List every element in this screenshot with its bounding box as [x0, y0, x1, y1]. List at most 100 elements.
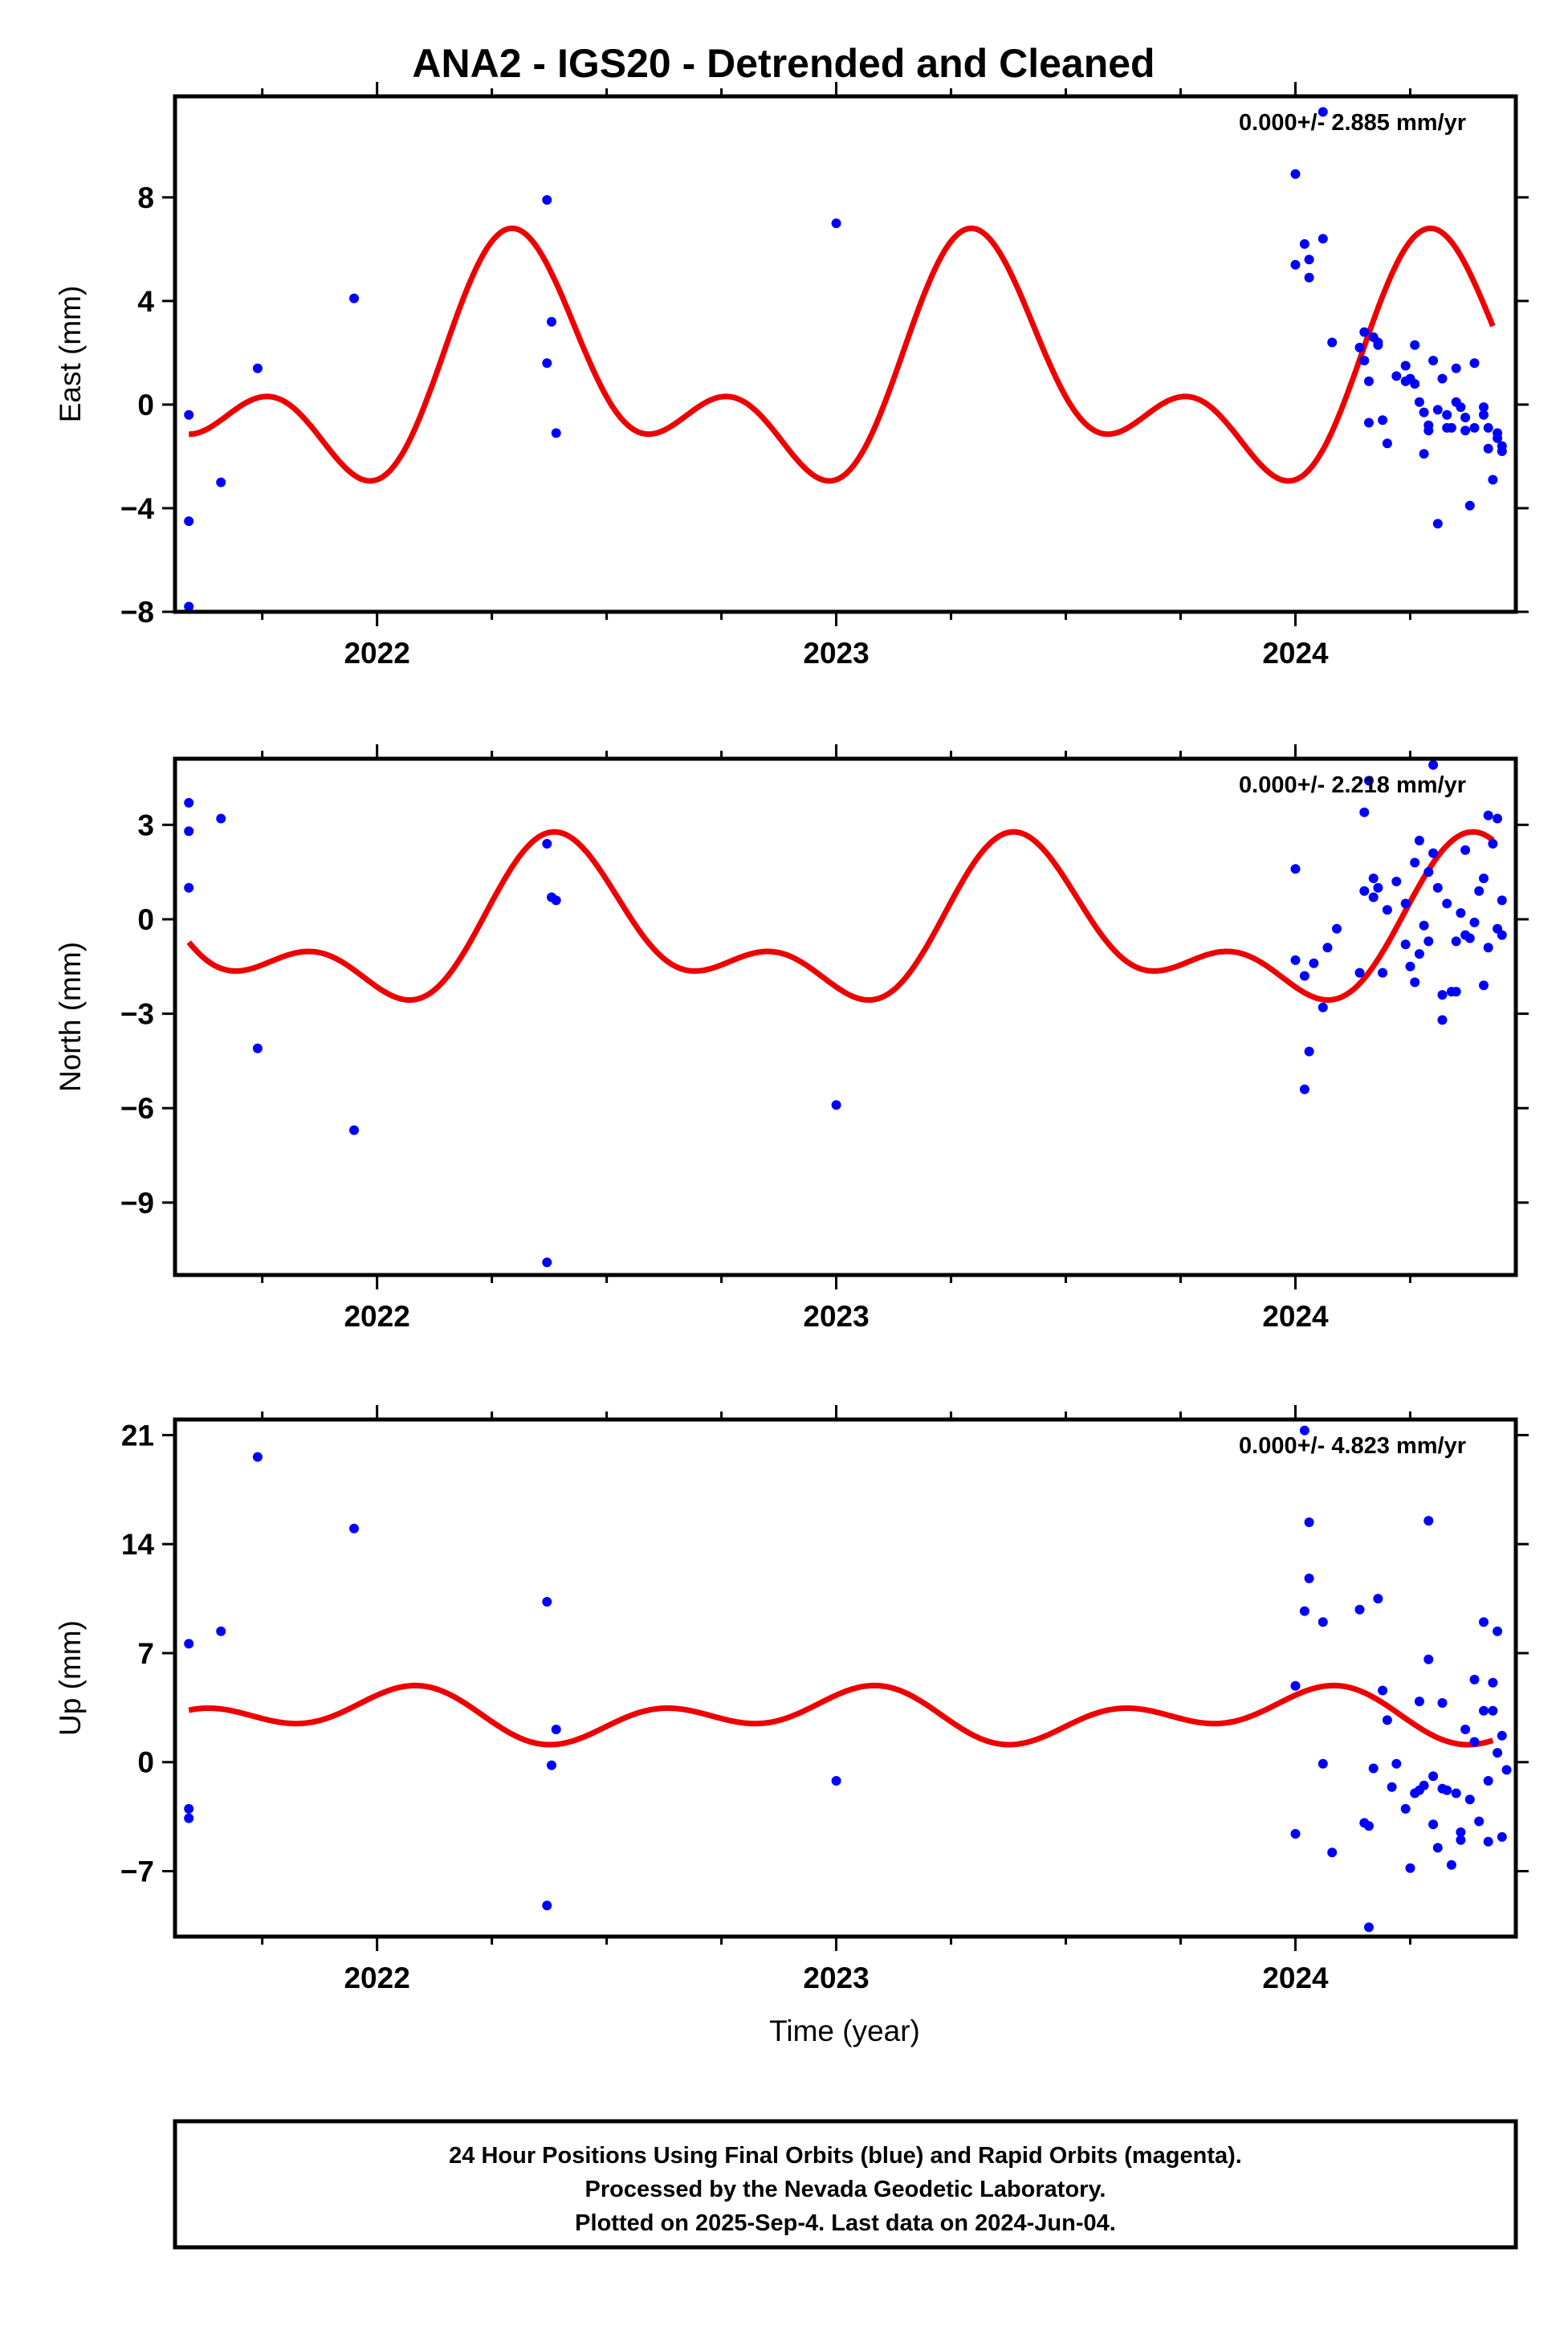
east-data-point	[1419, 407, 1429, 418]
up-data-point	[1469, 1737, 1480, 1747]
up-data-point	[1437, 1698, 1448, 1708]
up-data-point	[1501, 1765, 1512, 1775]
up-data-point	[1428, 1819, 1439, 1830]
up-data-point	[1483, 1836, 1493, 1847]
east-data-point	[1432, 405, 1443, 415]
east-data-point	[1304, 272, 1314, 283]
east-data-point	[1378, 415, 1388, 426]
east-data-point	[1359, 356, 1370, 366]
east-x-tick-label: 2022	[344, 637, 409, 670]
east-rate-label: 0.000+/- 2.885 mm/yr	[1239, 110, 1466, 136]
footer-line-3: Plotted on 2025-Sep-4. Last data on 2024…	[575, 2210, 1116, 2236]
up-data-point	[1318, 1758, 1328, 1769]
east-data-point	[1299, 238, 1309, 249]
up-x-tick-label: 2022	[344, 1961, 409, 1994]
east-data-point	[1391, 371, 1402, 381]
north-y-tick-label: −6	[120, 1092, 154, 1125]
north-data-point	[1483, 810, 1493, 821]
chart-title: ANA2 - IGS20 - Detrended and Cleaned	[412, 41, 1155, 86]
up-data-point	[1405, 1863, 1415, 1873]
up-data-point	[1364, 1922, 1374, 1933]
north-data-point	[1456, 908, 1466, 919]
east-data-point	[1479, 409, 1489, 420]
north-model-curve	[186, 829, 1495, 1003]
up-data-point	[542, 1900, 552, 1911]
x-axis-label: Time (year)	[769, 2014, 920, 2047]
up-data-point	[1423, 1516, 1434, 1526]
up-data-point	[551, 1725, 561, 1734]
east-data-point	[1382, 438, 1392, 449]
east-data-point	[1410, 340, 1420, 350]
east-data-point	[831, 218, 841, 229]
north-data-point	[551, 895, 561, 906]
north-data-point	[1469, 917, 1480, 927]
east-data-point	[551, 428, 561, 438]
north-data-point	[252, 1043, 263, 1053]
north-data-point	[184, 797, 194, 808]
north-data-point	[1309, 958, 1319, 968]
north-data-point	[184, 882, 194, 893]
north-x-tick-label: 2022	[344, 1300, 409, 1333]
east-y-tick-label: 4	[137, 285, 154, 318]
north-data-point	[1373, 882, 1383, 893]
north-x-tick-label: 2023	[803, 1300, 869, 1333]
north-data-point	[1479, 980, 1489, 991]
up-data-point	[1456, 1827, 1466, 1837]
up-data-point	[1387, 1782, 1397, 1792]
east-x-tick-label: 2024	[1262, 637, 1329, 670]
north-data-point	[1497, 895, 1507, 906]
east-data-point	[1428, 356, 1439, 366]
up-data-point	[1479, 1705, 1489, 1716]
north-y-axis-label: North (mm)	[54, 942, 87, 1092]
up-data-point	[1446, 1860, 1456, 1870]
north-data-point	[1483, 943, 1493, 953]
north-data-point	[1437, 1015, 1448, 1025]
east-data-point	[1359, 327, 1370, 337]
up-data-point	[1488, 1677, 1498, 1688]
east-data-point	[547, 316, 556, 327]
east-y-tick-label: −4	[120, 492, 155, 525]
east-data-point	[184, 516, 194, 527]
east-y-tick-label: −8	[120, 596, 154, 629]
up-data-point	[1327, 1847, 1338, 1858]
up-data-point	[216, 1626, 226, 1636]
north-data-point	[1359, 807, 1370, 817]
north-data-point	[1290, 955, 1301, 965]
east-data-point	[1483, 443, 1493, 454]
east-data-point	[1290, 169, 1301, 179]
east-data-point	[1400, 360, 1411, 371]
east-data-point	[1364, 418, 1374, 428]
panel-up: −7 0 7 14 21 2022 2023 2024 Up (mm) 0.000+/- 4.82…	[54, 1405, 1529, 1994]
east-data-point	[1460, 413, 1471, 422]
up-data-point	[1432, 1843, 1443, 1853]
east-y-axis-label: East (mm)	[54, 286, 87, 423]
north-data-point	[1359, 886, 1370, 896]
north-data-point	[1332, 923, 1342, 934]
east-data-point	[1479, 402, 1489, 413]
north-data-point	[1322, 943, 1333, 953]
east-x-tick-label: 2023	[803, 637, 869, 670]
east-data-point	[542, 358, 552, 369]
north-plot-frame	[173, 756, 1518, 1277]
east-data-point	[1497, 441, 1507, 451]
east-y-tick-label: 8	[137, 181, 154, 214]
east-data-point	[1483, 422, 1493, 433]
north-data-point	[1405, 961, 1415, 972]
east-data-point	[1414, 397, 1424, 407]
east-data-point	[1469, 422, 1480, 433]
east-data-point	[1327, 337, 1338, 348]
east-data-point	[1364, 376, 1374, 386]
up-data-point	[1483, 1776, 1493, 1786]
north-data-point	[1419, 920, 1429, 931]
up-data-point	[1451, 1788, 1461, 1798]
east-data-point	[1446, 422, 1456, 433]
up-data-point	[1423, 1654, 1434, 1664]
north-data-point	[1299, 1084, 1309, 1094]
east-data-point	[542, 195, 552, 205]
up-data-point	[1290, 1680, 1301, 1691]
north-data-point	[1437, 990, 1448, 1000]
up-data-point	[831, 1776, 841, 1786]
east-data-point	[1432, 519, 1443, 529]
north-data-point	[216, 813, 226, 824]
